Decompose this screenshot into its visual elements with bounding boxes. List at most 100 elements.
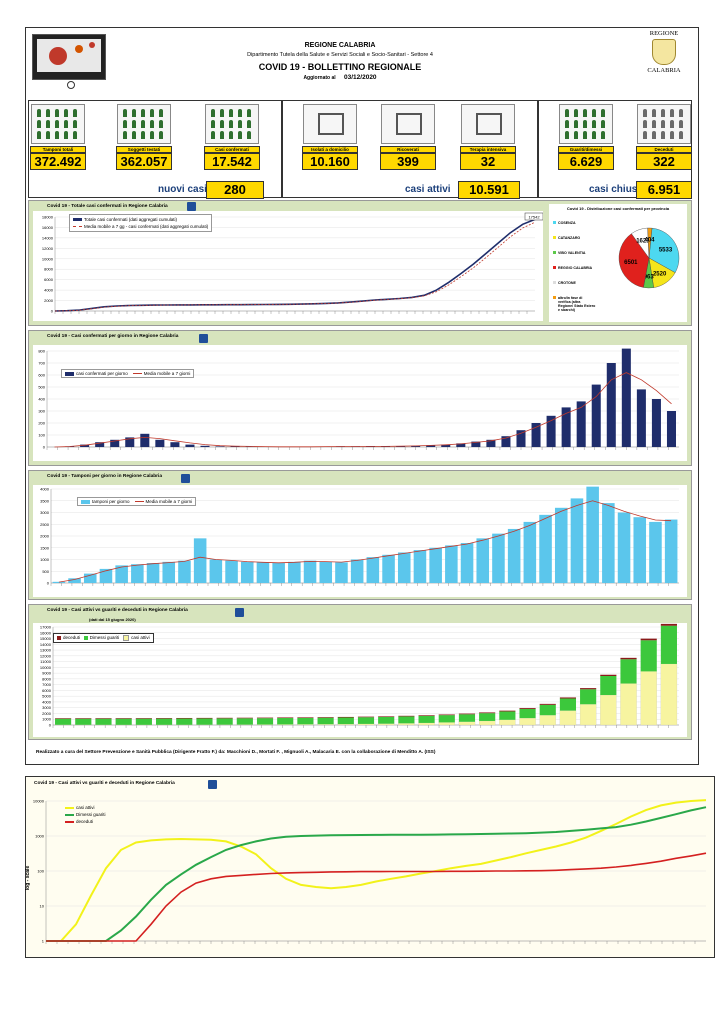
virus-blackboard-icon: [32, 34, 106, 89]
bar-daily-cases: [456, 443, 466, 447]
bar-daily-tests: [413, 550, 427, 583]
legend-cumulative: Totale casi confermati (dati aggregati c…: [69, 214, 213, 232]
y-tick-label: 700: [38, 361, 45, 366]
stacked-bar-deceduti: [135, 718, 152, 719]
kpi-value: 322: [636, 153, 692, 170]
y-tick-label: 400: [38, 397, 45, 402]
kpi-label: Deceduti: [636, 146, 692, 153]
closed-cases-label: casi chiusi: [589, 184, 641, 195]
y-tick-label: 600: [38, 373, 45, 378]
y-tick-label: 6000: [42, 688, 52, 693]
region-mini-logo-icon: [187, 202, 196, 211]
y-tick-label: 18000: [42, 215, 54, 220]
stacked-bar-deceduti: [115, 718, 132, 719]
bar-daily-cases: [486, 439, 496, 447]
y-tick-label: 100: [37, 869, 44, 874]
series-log-active-line: [46, 799, 707, 942]
y-tick-label: 7000: [42, 682, 52, 687]
bar-daily-tests: [602, 503, 615, 583]
bar-daily-tests: [586, 486, 599, 583]
y-tick-label: 800: [38, 349, 45, 354]
plot-province-pie: Covid 19 - Distribuzione casi confermati…: [549, 204, 687, 322]
stacked-bar-deceduti: [438, 714, 455, 716]
bar-daily-cases: [230, 446, 240, 447]
stacked-bar-deceduti: [95, 718, 112, 719]
region-mini-logo-icon: [199, 334, 208, 343]
bar-daily-tests: [350, 559, 364, 583]
bar-daily-tests: [570, 498, 584, 583]
pie-legend-swatch: [553, 236, 556, 239]
pie-slice-label: 6501: [624, 260, 638, 266]
chart-tests-title: Covid 19 - Tamponi per giorno in Regione…: [47, 474, 163, 479]
kpi-label: Casi confermati: [204, 146, 260, 153]
bar-daily-cases: [591, 384, 601, 447]
stacked-bar-casi-attivi: [499, 719, 516, 726]
bar-daily-tests: [429, 547, 442, 583]
region-name: REGIONE CALABRIA: [304, 42, 376, 49]
pie-legend-label: VIBO VALENTIA: [558, 251, 586, 255]
y-tick-label: 4000: [42, 699, 52, 704]
bar-daily-tests: [633, 517, 647, 583]
legend-daily-cases: casi confermati per giorno Media mobile …: [61, 369, 195, 378]
pie-legend-swatch: [553, 266, 556, 269]
stacked-bar-dimessi-guariti: [620, 659, 637, 684]
legend-item-recovered: Dimessi guariti: [83, 635, 119, 640]
kpi-label: Terapia intensiva: [460, 146, 516, 153]
legend-item-active: casi attivi: [123, 635, 150, 641]
bar-daily-tests: [319, 561, 333, 583]
bar-daily-cases: [501, 436, 511, 447]
y-tick-label: 2000: [40, 534, 50, 539]
kpi-group-totals: [28, 100, 282, 198]
stacked-bar-dimessi-guariti: [155, 718, 173, 725]
stacked-bar-dimessi-guariti: [479, 713, 496, 721]
stacked-bar-deceduti: [519, 707, 536, 709]
stacked-bar-dimessi-guariti: [317, 717, 334, 725]
bar-daily-tests: [209, 559, 223, 583]
new-cases-value: 280: [206, 181, 264, 199]
bar-daily-cases: [561, 407, 571, 447]
kpi-value: 10.160: [302, 153, 358, 170]
kpi-value: 362.057: [116, 153, 172, 170]
deceased-stamp-icon: [637, 104, 691, 144]
stacked-bar-dimessi-guariti: [196, 718, 213, 725]
kpi-tile: Casi confermati 17.542: [204, 104, 260, 170]
stacked-bar-dimessi-guariti: [357, 717, 375, 724]
kpi-value: 399: [380, 153, 436, 170]
y-tick-label: 6000: [44, 277, 54, 282]
stacked-bar-dimessi-guariti: [458, 714, 476, 722]
y-tick-label: 17000: [40, 625, 52, 630]
stacked-bar-casi-attivi: [539, 715, 556, 726]
y-tick-label: 5000: [42, 694, 52, 699]
stacked-bar-dimessi-guariti: [75, 718, 92, 725]
stacked-bar-deceduti: [277, 717, 294, 719]
closed-cases-value: 6.951: [636, 181, 692, 199]
bar-daily-tests: [303, 560, 317, 583]
stacked-bar-casi-attivi: [337, 723, 354, 726]
legend-item-log-deceased: deceduti: [65, 818, 106, 825]
stacked-bar-deceduti: [620, 657, 637, 660]
region-mini-logo-icon: [181, 474, 190, 483]
stacked-bar-deceduti: [499, 710, 516, 712]
bar-daily-cases: [471, 441, 481, 447]
bar-daily-tests: [649, 521, 662, 583]
kpi-label: Ricoverati: [380, 146, 436, 153]
stacked-bar-deceduti: [640, 638, 657, 641]
kpi-tile: Isolati a domicilio 10.160: [302, 104, 358, 170]
legend-item-log-active: casi attivi: [65, 804, 106, 811]
bulletin-title: COVID 19 - BOLLETTINO REGIONALE: [258, 62, 422, 72]
y-tick-label: 3000: [42, 705, 52, 710]
stacked-bar-dimessi-guariti: [95, 718, 112, 725]
y-tick-label: 10000: [33, 799, 45, 804]
stacked-bar-dimessi-guariti: [115, 718, 132, 725]
y-tick-label: 10000: [40, 665, 52, 670]
y-tick-label: 1000: [42, 717, 52, 722]
stacked-bar-dimessi-guariti: [539, 704, 556, 716]
chart-stacked-subtitle: (dati dal 15 giugno 2020): [89, 617, 136, 622]
bar-daily-tests: [68, 578, 81, 583]
bar-daily-tests: [272, 563, 285, 583]
stacked-bar-casi-attivi: [519, 717, 536, 726]
stacked-bar-dimessi-guariti: [660, 625, 677, 664]
people-grid-icon: [117, 104, 171, 144]
pie-slice-label: 5533: [659, 247, 673, 253]
legend-item-total: Totale casi confermati (dati aggregati c…: [73, 216, 208, 223]
